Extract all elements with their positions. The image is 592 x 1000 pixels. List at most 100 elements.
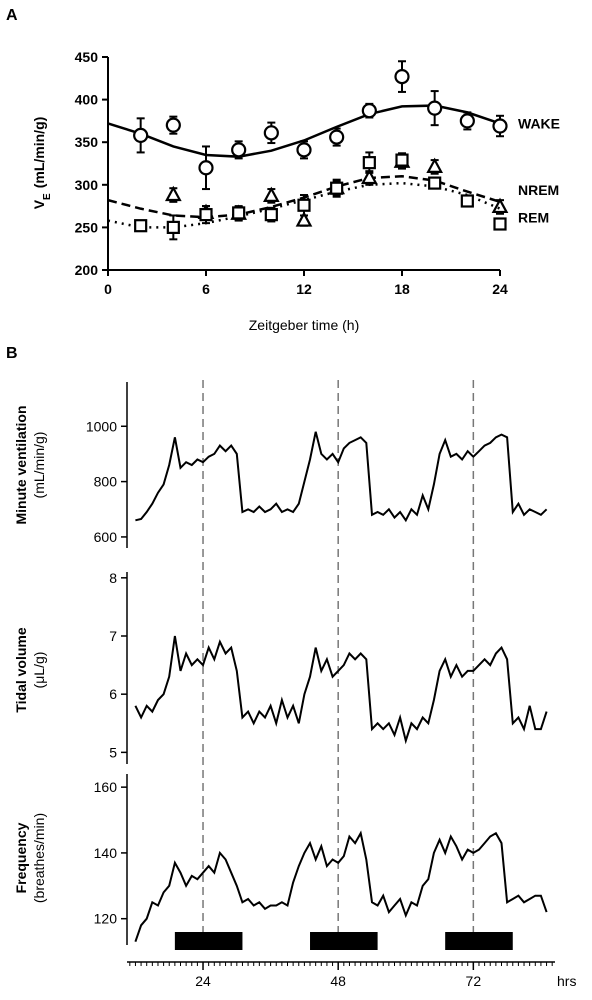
marker	[329, 129, 345, 145]
panel-label: B	[6, 345, 18, 362]
y-tick-label: 250	[75, 219, 99, 235]
marker	[360, 168, 378, 185]
marker	[164, 185, 182, 202]
marker	[493, 217, 507, 231]
y-label-main: V	[31, 199, 47, 209]
marker	[133, 127, 149, 143]
data-point	[362, 151, 376, 174]
x-axis-label: Zeitgeber time (h)	[249, 317, 359, 333]
y-tick-label: 140	[94, 845, 118, 861]
marker	[460, 194, 474, 208]
y-axis-unit: (mL/min/g)	[31, 432, 47, 499]
x-tick-label: 18	[394, 281, 410, 297]
dark-period	[310, 932, 378, 950]
data-point	[492, 114, 508, 138]
data-point	[198, 145, 214, 191]
y-label-unit: (mL/min/g)	[31, 117, 47, 189]
y-tick-label: 400	[75, 92, 99, 108]
marker	[330, 181, 344, 195]
data-point	[394, 60, 410, 93]
data-point	[164, 185, 182, 203]
y-tick-label: 7	[109, 628, 117, 644]
data-point	[427, 90, 443, 127]
marker	[459, 113, 475, 129]
x-tick-label: 72	[466, 973, 482, 989]
marker	[264, 208, 278, 222]
x-tick-label: 24	[492, 281, 508, 297]
data-point	[263, 121, 279, 145]
series-label: WAKE	[518, 115, 560, 131]
data-point	[165, 115, 181, 135]
data-point	[166, 214, 180, 241]
y-tick-label: 600	[94, 529, 118, 545]
data-point	[426, 157, 444, 175]
x-tick-label: 24	[195, 973, 211, 989]
y-tick-label: 200	[75, 262, 99, 278]
marker	[263, 125, 279, 141]
data-point	[231, 140, 247, 160]
data-point	[296, 140, 312, 160]
y-tick-label: 300	[75, 177, 99, 193]
series-label: NREM	[518, 182, 559, 198]
y-tick-label: 1000	[86, 418, 117, 434]
dark-period	[445, 932, 513, 950]
data-point	[264, 206, 278, 223]
data-point	[460, 194, 474, 208]
y-tick-label: 800	[94, 474, 118, 490]
y-axis-label: VE (mL/min/g)	[31, 117, 53, 210]
marker	[166, 220, 180, 234]
marker	[297, 198, 311, 212]
marker	[491, 197, 509, 214]
x-tick-label: 12	[296, 281, 312, 297]
data-point	[133, 117, 149, 154]
marker	[427, 100, 443, 116]
marker	[395, 153, 409, 167]
y-axis-title: Minute ventilation	[13, 406, 29, 525]
marker	[134, 219, 148, 233]
marker	[199, 208, 213, 222]
data-point	[459, 111, 475, 131]
y-tick-label: 8	[109, 570, 117, 586]
data-point	[297, 194, 311, 217]
data-point	[134, 219, 148, 233]
data-point	[232, 205, 246, 221]
y-axis-unit: (breathes/min)	[31, 813, 47, 903]
data-point	[330, 178, 344, 198]
x-tick-label: 48	[330, 973, 346, 989]
y-axis-unit: (μL/g)	[31, 652, 47, 689]
y-tick-label: 450	[75, 49, 99, 65]
panel-label: A	[6, 7, 18, 24]
marker	[165, 117, 181, 133]
marker	[198, 160, 214, 176]
data-point	[491, 197, 509, 215]
marker	[394, 68, 410, 85]
marker	[232, 206, 246, 220]
marker	[231, 142, 247, 158]
data-point	[262, 186, 280, 204]
x-axis-unit: hrs	[557, 973, 576, 989]
y-label-sub: E	[42, 193, 53, 200]
y-tick-label: 160	[94, 779, 118, 795]
data-point	[199, 205, 213, 225]
series-line	[134, 635, 548, 745]
y-axis-title: Frequency	[13, 822, 29, 893]
marker	[296, 142, 312, 158]
y-tick-label: 6	[109, 686, 117, 702]
marker	[362, 156, 376, 170]
marker	[361, 103, 377, 119]
data-point	[361, 102, 377, 119]
marker	[426, 157, 444, 174]
y-tick-label: 350	[75, 134, 99, 150]
marker	[428, 176, 442, 190]
x-tick-label: 6	[202, 281, 210, 297]
marker	[295, 211, 313, 227]
series-label: REM	[518, 210, 549, 226]
x-tick-label: 0	[104, 281, 112, 297]
data-point	[395, 152, 409, 168]
y-tick-label: 5	[109, 744, 117, 760]
marker	[262, 186, 280, 202]
data-point	[428, 176, 442, 190]
dark-period	[174, 932, 243, 950]
y-tick-label: 120	[94, 911, 118, 927]
